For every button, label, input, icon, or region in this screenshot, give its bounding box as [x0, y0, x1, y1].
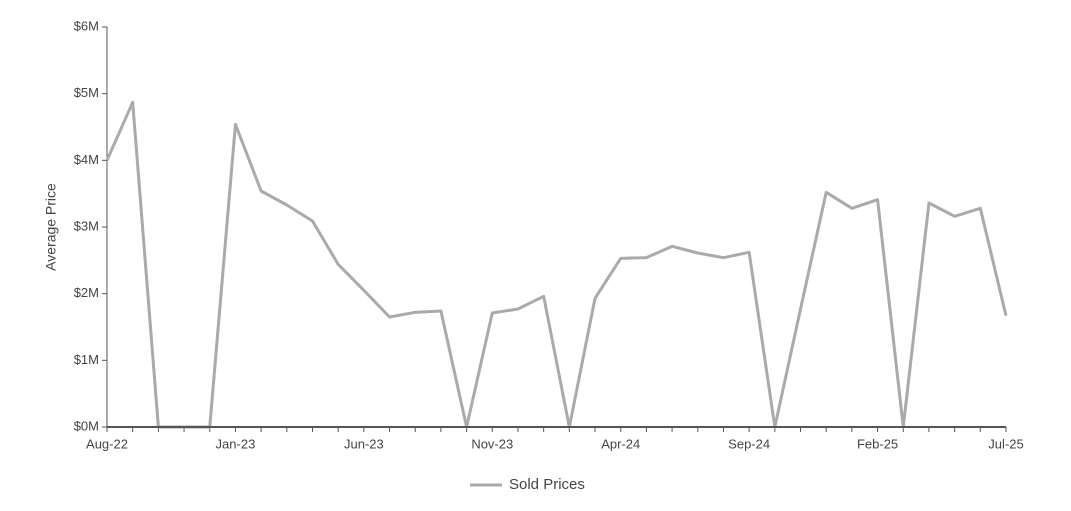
x-tick-label: Jul-25: [988, 436, 1023, 451]
x-tick-label: Feb-25: [857, 436, 898, 451]
y-tick-label: $3M: [74, 218, 99, 233]
x-tick-label: Sep-24: [728, 436, 770, 451]
line-series: [105, 100, 1008, 429]
y-tick-label: $4M: [74, 152, 99, 167]
y-tick-label: $5M: [74, 85, 99, 100]
legend-label: Sold Prices: [509, 476, 585, 493]
y-tick-label: $0M: [74, 418, 99, 433]
x-tick-label: Apr-24: [601, 436, 640, 451]
y-tick-label: $2M: [74, 285, 99, 300]
y-tick-label: $1M: [74, 352, 99, 367]
x-tick-label: Aug-22: [86, 436, 128, 451]
y-axis-label: Average Price: [43, 183, 59, 271]
x-tick-label: Jun-23: [344, 436, 384, 451]
x-tick-label: Nov-23: [471, 436, 513, 451]
y-tick-label: $6M: [74, 18, 99, 33]
x-tick-label: Jan-23: [216, 436, 256, 451]
